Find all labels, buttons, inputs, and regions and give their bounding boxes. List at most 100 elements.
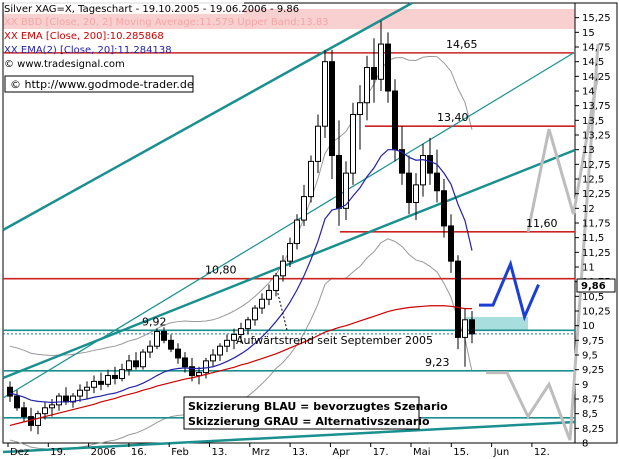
candle-body [392,90,398,151]
y-tick-label: 8 [582,439,588,450]
candle-body [462,319,468,338]
candle-body [315,125,321,162]
y-tick-label: 13 [582,145,595,156]
y-tick-label: 11 [582,263,595,274]
scenario-gray-line [486,43,600,441]
level-label: 14,65 [446,38,478,51]
candle-body [21,407,27,418]
candle-body [427,155,433,174]
y-tick-label: 10,5 [582,292,604,303]
candle-body [357,102,363,115]
website-label: © http://www.godmode-trader.de [10,78,194,91]
candle-body [119,369,125,379]
scenario-gray-upper-line [526,73,600,233]
trend-pointer [276,289,288,331]
candle-body [147,345,153,353]
legend-gray: Skizzierung GRAU = Alternativszenario [188,415,430,428]
candle-body [294,219,300,245]
candle-body [280,260,286,277]
candle-body [140,351,146,368]
website-box [4,75,194,93]
candle-body [266,289,272,300]
y-tick-label: 13,25 [582,131,611,142]
x-tick-label: 17. [373,447,389,458]
candle-body [434,172,440,192]
y-tick-label: 8,25 [582,424,604,435]
candle-body [322,61,328,127]
x-tick-label: Dez [10,447,29,458]
y-tick-label: 12,75 [582,160,611,171]
source-credit: © www.tradesignal.com [4,59,125,70]
candle-body [217,345,223,356]
header-background [4,2,244,14]
level-label: 9,92 [142,315,167,328]
scenario-legend-box [183,396,420,430]
candle-body [413,184,419,203]
candle-body [245,319,251,330]
y-axis-ticks: 88,258,58,7599,259,59,751010,2510,510,75… [575,13,611,450]
candle-body [364,67,370,104]
legend-blue: Skizzierung BLAU = bevorzugtes Szenario [188,400,448,413]
candle-body [98,380,104,385]
candle-body [203,360,209,374]
candle-body [63,395,69,403]
y-tick-label: 12 [582,204,595,215]
candle-body [189,366,195,377]
y-tick-label: 10 [582,321,595,332]
candle-body [329,61,335,157]
upper-band [9,55,473,357]
x-tick-label: 2006 [91,447,116,458]
candle-body [336,155,342,209]
level-label: 13,40 [437,111,469,124]
indicator-ema20: XX EMA(2) [Close, 20]:11.284138 [4,45,172,56]
x-tick-label: 13. [212,447,228,458]
scenario-sketches [479,43,600,441]
x-tick-label: 19. [50,447,66,458]
candle-body [371,67,377,80]
trend-lines [2,1,576,454]
x-tick-label: 16. [131,447,147,458]
x-tick-label: 15. [453,447,469,458]
moving-averages [9,149,473,426]
candle-body [126,360,132,371]
candle-body [252,307,258,321]
candle-body [14,395,20,409]
candle-body [175,348,181,359]
level-label: 10,80 [205,264,237,277]
candle-body [273,275,279,291]
horizontal-levels [3,52,575,419]
candle-body [420,155,426,186]
candles [7,20,475,435]
candle-body [35,413,41,426]
candle-body [210,354,216,362]
y-tick-label: 9 [582,380,588,391]
candle-body [343,172,349,209]
y-tick-label: 12,5 [582,175,604,186]
candle-body [112,375,118,379]
candle-body [7,386,13,397]
y-tick-label: 8,5 [582,409,598,420]
candle-body [469,319,475,335]
candle-body [238,328,244,335]
support-zone [466,317,528,331]
candle-body [91,380,97,388]
candle-body [399,149,405,174]
x-tick-label: Mai [413,447,431,458]
candle-body [448,225,454,262]
candle-body [133,360,139,368]
y-tick-label: 12,25 [582,189,611,200]
level-label: 9,23 [425,356,450,369]
candle-body [455,260,461,338]
indicator-ema200: XX EMA [Close, 200]:10.285868 [4,31,164,42]
ema200-line [9,305,472,426]
y-tick-label: 11,25 [582,248,611,259]
candle-body [168,339,174,350]
candle-body [161,331,167,341]
candle-body [154,331,160,347]
x-tick-label: Jun [493,447,510,458]
y-tick-label: 15,25 [582,13,611,24]
candle-body [385,43,391,92]
x-tick-label: Mrz [252,447,270,458]
y-tick-label: 14,5 [582,57,604,68]
trend-label: Aufwärtstrend seit September 2005 [236,334,433,347]
